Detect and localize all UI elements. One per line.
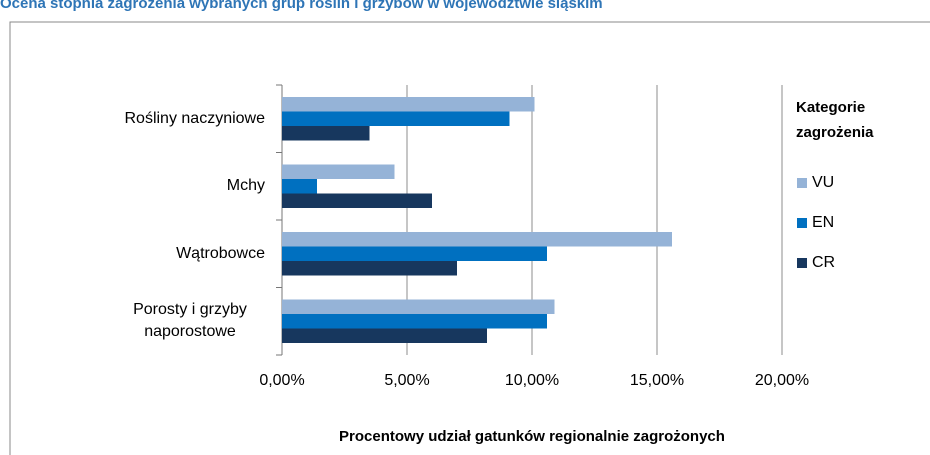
category-label: Mchy xyxy=(226,177,265,195)
bar xyxy=(282,164,395,179)
legend-swatch xyxy=(797,258,807,268)
x-tick-label: 15,00% xyxy=(630,372,684,389)
bar xyxy=(282,97,535,112)
x-tick-label: 0,00% xyxy=(259,372,304,389)
chart-frame xyxy=(9,21,930,455)
x-axis-title: Procentowy udział gatunków regionalnie z… xyxy=(339,428,725,445)
legend-swatch xyxy=(797,218,807,228)
y-tick-label: Mchy xyxy=(60,156,265,216)
bar xyxy=(282,299,555,314)
bar xyxy=(282,193,432,208)
bar xyxy=(282,179,317,194)
x-tick-label: 10,00% xyxy=(505,372,559,389)
bar xyxy=(282,232,672,247)
legend-label: CR xyxy=(812,254,835,271)
bar xyxy=(282,261,457,276)
bar xyxy=(282,126,370,141)
category-label: Wątrobowce xyxy=(176,244,265,262)
legend-swatch xyxy=(797,178,807,188)
legend-title: Kategorie zagrożenia xyxy=(796,99,874,141)
bar xyxy=(282,314,547,329)
x-tick-label: 5,00% xyxy=(384,372,429,389)
x-tick-label: 20,00% xyxy=(755,372,809,389)
category-label: Rośliny naczyniowe xyxy=(124,109,265,127)
chart-title: Ocena stopnia zagrożenia wybranych grup … xyxy=(0,0,603,12)
bar xyxy=(282,328,487,343)
y-tick-label: Porosty i grzyby naporostowe xyxy=(60,291,265,351)
y-tick-label: Rośliny naczyniowe xyxy=(60,89,265,149)
y-tick-label: Wątrobowce xyxy=(60,224,265,284)
category-label: Porosty i grzyby naporostowe xyxy=(133,301,247,341)
legend-label: VU xyxy=(812,174,834,191)
bar xyxy=(282,111,510,126)
bar xyxy=(282,246,547,261)
legend-label: EN xyxy=(812,214,834,231)
